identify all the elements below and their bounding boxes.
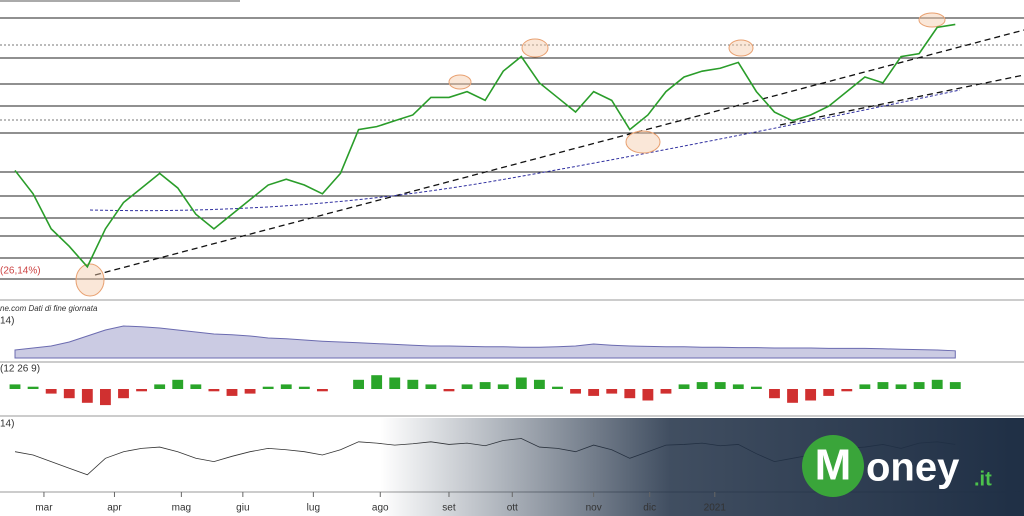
histogram-bar bbox=[63, 389, 75, 399]
histogram-bar bbox=[9, 384, 21, 389]
histogram-bar bbox=[913, 382, 925, 389]
histogram-bar bbox=[443, 389, 455, 392]
logo-backdrop bbox=[380, 418, 1024, 516]
histogram-bar bbox=[81, 389, 93, 403]
x-tick-label: set bbox=[442, 503, 456, 514]
histogram-bar bbox=[27, 386, 39, 389]
panel-label: (12 26 9) bbox=[0, 364, 40, 375]
histogram-bar bbox=[642, 389, 654, 401]
histogram-bar bbox=[298, 386, 310, 389]
histogram-bar bbox=[461, 384, 473, 389]
histogram-bar bbox=[895, 384, 907, 389]
histogram-bar bbox=[407, 379, 419, 389]
histogram-bar bbox=[371, 375, 383, 389]
histogram-bar bbox=[190, 384, 202, 389]
histogram-bar bbox=[479, 382, 491, 389]
histogram-bar bbox=[280, 384, 292, 389]
histogram-bar bbox=[660, 389, 672, 394]
x-tick-label: nov bbox=[586, 503, 602, 514]
histogram-bar bbox=[353, 379, 364, 389]
histogram-bar bbox=[515, 377, 527, 389]
histogram-bar bbox=[172, 379, 184, 389]
histogram-bar bbox=[533, 379, 545, 389]
histogram-bar bbox=[136, 389, 148, 392]
x-tick-label: apr bbox=[107, 503, 122, 514]
histogram-bar bbox=[262, 386, 274, 389]
annotation: (26,14%) bbox=[0, 266, 41, 277]
logo-circle bbox=[802, 435, 864, 497]
histogram-bar bbox=[696, 382, 708, 389]
histogram-bar bbox=[805, 389, 817, 401]
histogram-bar bbox=[244, 389, 256, 394]
histogram-bar bbox=[750, 386, 762, 389]
x-tick-label: dic bbox=[643, 503, 656, 514]
plots bbox=[9, 23, 961, 476]
histogram-bar bbox=[624, 389, 636, 399]
histogram-bar bbox=[497, 384, 509, 389]
histogram-bar bbox=[588, 389, 600, 396]
histogram-bar bbox=[787, 389, 798, 403]
panel-label: 14) bbox=[0, 419, 14, 430]
x-tick-label: mag bbox=[172, 503, 191, 514]
histogram-bar bbox=[732, 384, 744, 389]
histogram-bar bbox=[118, 389, 129, 399]
histogram-bar bbox=[823, 389, 835, 396]
histogram-bar bbox=[208, 389, 220, 392]
x-tick-label: 2021 bbox=[704, 503, 727, 514]
histogram-bar bbox=[841, 389, 853, 392]
logo-initial: M bbox=[815, 441, 852, 490]
highlight-circles bbox=[75, 12, 946, 297]
histogram-bar bbox=[552, 386, 563, 389]
histogram-bar bbox=[859, 384, 871, 389]
histogram-bar bbox=[226, 389, 238, 396]
trend-lines bbox=[89, 29, 1024, 276]
histogram-bar bbox=[714, 382, 726, 389]
source: ne.com Dati di fine giornata bbox=[0, 304, 98, 313]
histogram-bar bbox=[877, 382, 889, 389]
histogram-bar bbox=[606, 389, 618, 394]
logo-suffix: .it bbox=[974, 468, 992, 490]
histogram-bar bbox=[316, 389, 328, 392]
histogram-bar bbox=[678, 384, 690, 389]
histogram-bar bbox=[389, 377, 401, 389]
x-tick-label: mar bbox=[35, 503, 53, 514]
histogram-bar bbox=[45, 389, 57, 394]
x-tick-label: ott bbox=[507, 503, 518, 514]
price-line bbox=[14, 23, 956, 269]
x-tick-label: giu bbox=[236, 503, 249, 514]
panel-label: 14) bbox=[0, 316, 14, 327]
histogram-bar bbox=[931, 379, 943, 389]
x-tick-label: ago bbox=[372, 503, 389, 514]
histogram-bar bbox=[570, 389, 581, 394]
logo-rest: oney bbox=[866, 446, 960, 490]
x-tick-label: lug bbox=[307, 503, 320, 514]
histogram-bar bbox=[99, 389, 111, 406]
histogram-bar bbox=[154, 384, 166, 389]
histogram-bar bbox=[769, 389, 780, 399]
histogram-bar bbox=[425, 384, 437, 389]
support-lines bbox=[0, 0, 1024, 280]
histogram-bar bbox=[949, 382, 961, 389]
x-axis: mar apr mag giu lug ago set ott nov dic 2021 bbox=[35, 492, 726, 514]
area bbox=[14, 325, 956, 359]
